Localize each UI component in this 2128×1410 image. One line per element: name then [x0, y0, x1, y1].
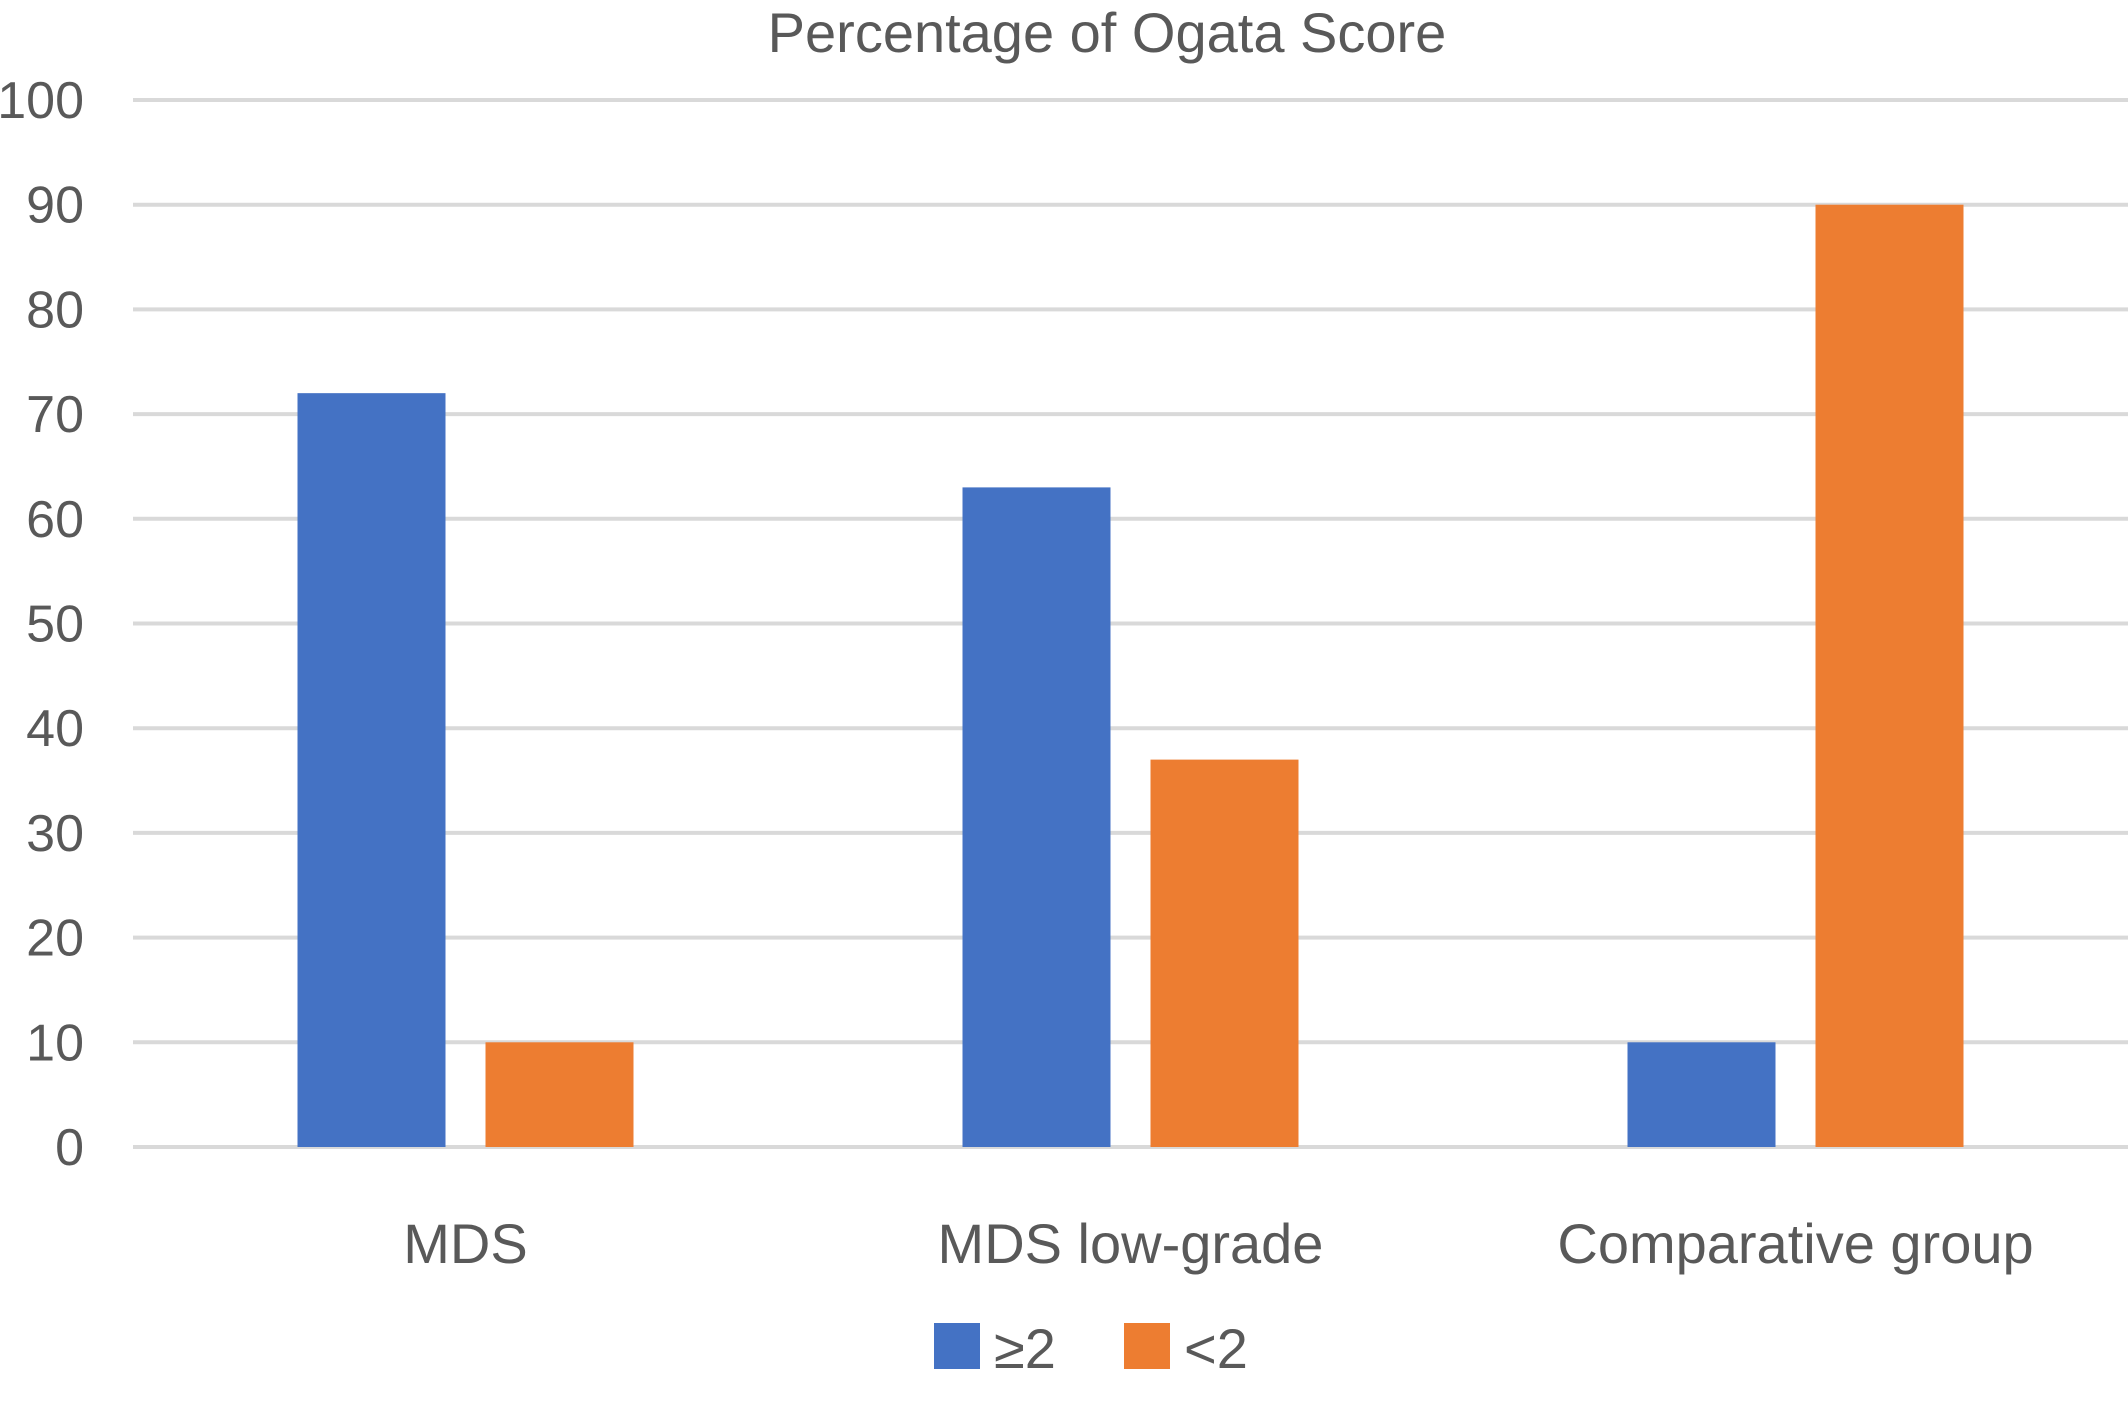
y-tick-label: 20	[26, 910, 84, 968]
y-tick-label: 90	[26, 177, 84, 235]
y-tick-label: 100	[0, 72, 84, 130]
y-tick-label: 80	[26, 281, 84, 339]
legend-swatch-lt2	[1124, 1323, 1170, 1369]
y-tick-label: 60	[26, 491, 84, 549]
y-tick-label: 50	[26, 596, 84, 654]
y-tick-label: 70	[26, 386, 84, 444]
bar-lt2-2	[1815, 204, 1964, 1147]
y-tick-label: 30	[26, 805, 84, 863]
bar-lt2-1	[1150, 759, 1299, 1147]
x-category-label: MDS	[403, 1212, 527, 1275]
bar-ge2-2	[1627, 1042, 1776, 1147]
y-tick-label: 10	[26, 1014, 84, 1072]
x-category-label: MDS low-grade	[938, 1212, 1324, 1275]
gridlines	[133, 98, 2128, 1149]
bar-lt2-0	[485, 1042, 634, 1147]
bar-ge2-1	[962, 487, 1111, 1147]
y-tick-label: 0	[55, 1119, 84, 1177]
bars	[297, 204, 1964, 1147]
legend-swatch-ge2	[934, 1323, 980, 1369]
x-axis-categories: MDS MDS low-grade Comparative group	[403, 1212, 2033, 1275]
legend-label-lt2: <2	[1184, 1317, 1248, 1380]
legend-label-ge2: ≥2	[994, 1317, 1056, 1380]
chart-title: Percentage of Ogata Score	[768, 1, 1447, 64]
legend: ≥2 <2	[934, 1317, 1248, 1380]
y-axis-ticks: 0 10 20 30 40 50 60 70 80 90 100	[0, 72, 84, 1177]
y-tick-label: 40	[26, 700, 84, 758]
x-category-label: Comparative group	[1557, 1212, 2033, 1275]
bar-ge2-0	[297, 393, 446, 1147]
